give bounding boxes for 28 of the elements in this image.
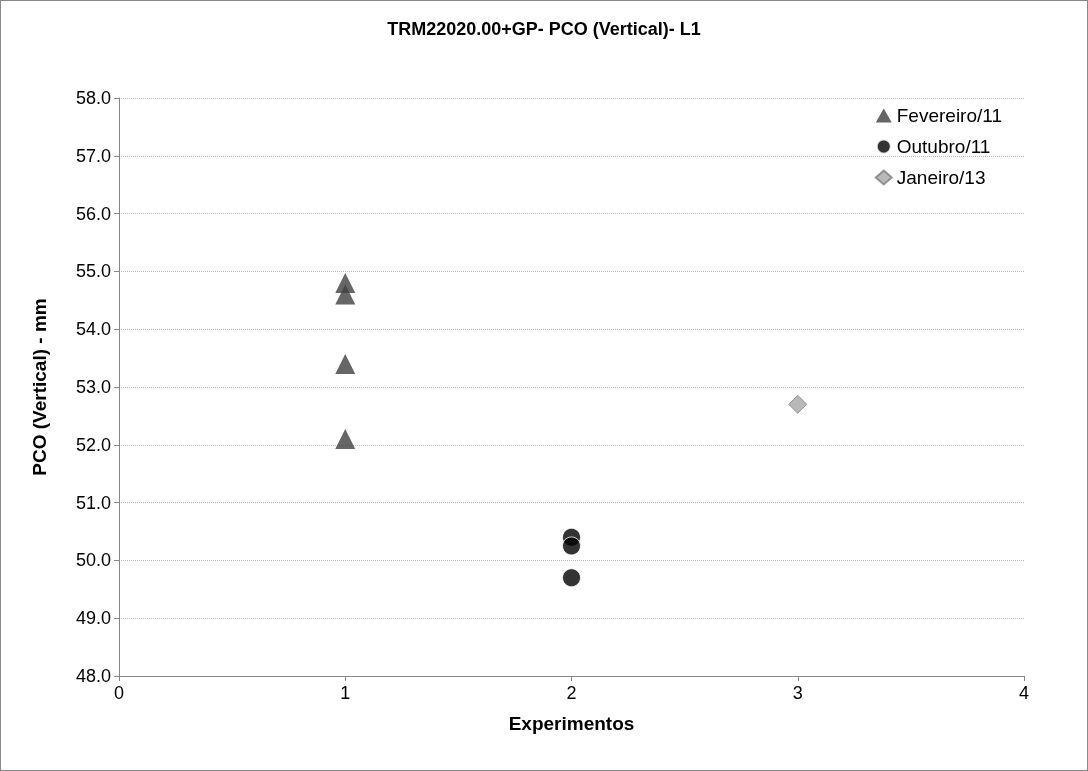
legend-label: Outubro/11 <box>896 136 991 157</box>
y-tick-label: 54.0 <box>75 319 111 340</box>
y-tick-label: 52.0 <box>75 434 111 455</box>
point <box>335 353 356 374</box>
legend-label: Janeiro/13 <box>896 167 986 188</box>
y-tick-label: 57.0 <box>75 145 111 166</box>
point <box>335 429 356 450</box>
chart-title: TRM22020.00+GP- PCO (Vertical)- L1 <box>387 19 701 39</box>
point <box>788 394 808 414</box>
x-axis-title: Experimentos <box>508 713 635 734</box>
y-axis-title: PCO (Vertical) - mm <box>29 298 50 476</box>
point <box>335 284 356 305</box>
point <box>562 568 581 588</box>
x-tick-label: 0 <box>113 683 125 703</box>
point <box>562 536 581 556</box>
y-tick-label: 53.0 <box>75 377 111 397</box>
x-tick-label: 3 <box>792 683 803 703</box>
legend-label: Fevereiro/11 <box>896 105 1003 126</box>
y-tick-label: 50.0 <box>75 550 111 571</box>
y-tick-label: 48.0 <box>75 666 111 686</box>
y-tick-label: 56.0 <box>75 203 111 224</box>
x-tick-label: 2 <box>566 683 577 703</box>
y-tick-label: 49.0 <box>75 608 111 629</box>
x-tick-label: 4 <box>1018 683 1030 703</box>
x-tick-label: 1 <box>340 683 351 703</box>
y-tick-label: 51.0 <box>75 492 111 513</box>
y-tick-label: 58.0 <box>75 88 111 108</box>
y-tick-label: 55.0 <box>75 261 111 282</box>
